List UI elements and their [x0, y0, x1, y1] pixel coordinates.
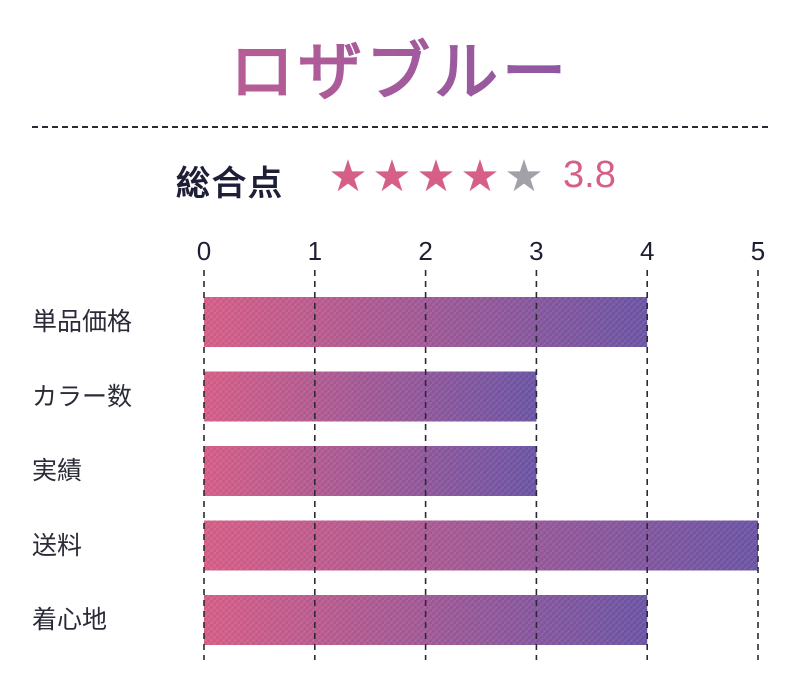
x-tick-label: 5 [750, 236, 766, 266]
category-label: カラー数 [32, 381, 133, 411]
bar-texture [204, 371, 537, 422]
x-tick-label: 3 [529, 236, 544, 266]
chart-title: ロザブルー [0, 28, 800, 118]
star-icon: ★ [372, 151, 412, 202]
star-rating: ★ ★ ★ ★ ★ [326, 152, 546, 202]
x-tick-label: 1 [307, 236, 323, 266]
bar [204, 371, 537, 422]
bar-texture [204, 446, 537, 496]
category-label: 着心地 [32, 605, 108, 634]
bar-texture [204, 520, 758, 571]
bar [204, 520, 758, 571]
category-label: 単品価格 [32, 307, 133, 336]
title-divider [32, 126, 768, 128]
x-tick-label: 0 [196, 236, 212, 266]
x-tick-label: 4 [639, 236, 655, 266]
star-icon: ★ [328, 151, 368, 202]
star-icon: ★ [504, 151, 544, 202]
bar [204, 446, 537, 496]
overall-score-label: 総合点 [176, 164, 284, 204]
overall-score-value: 3.8 [563, 154, 616, 196]
overall-score: 総合点 ★ ★ ★ ★ ★ 3.8 [0, 152, 800, 208]
category-label: 送料 [32, 530, 83, 560]
star-icon: ★ [416, 151, 456, 202]
category-label: 実績 [32, 456, 83, 485]
star-icon: ★ [460, 151, 500, 202]
x-tick-label: 2 [418, 236, 433, 266]
